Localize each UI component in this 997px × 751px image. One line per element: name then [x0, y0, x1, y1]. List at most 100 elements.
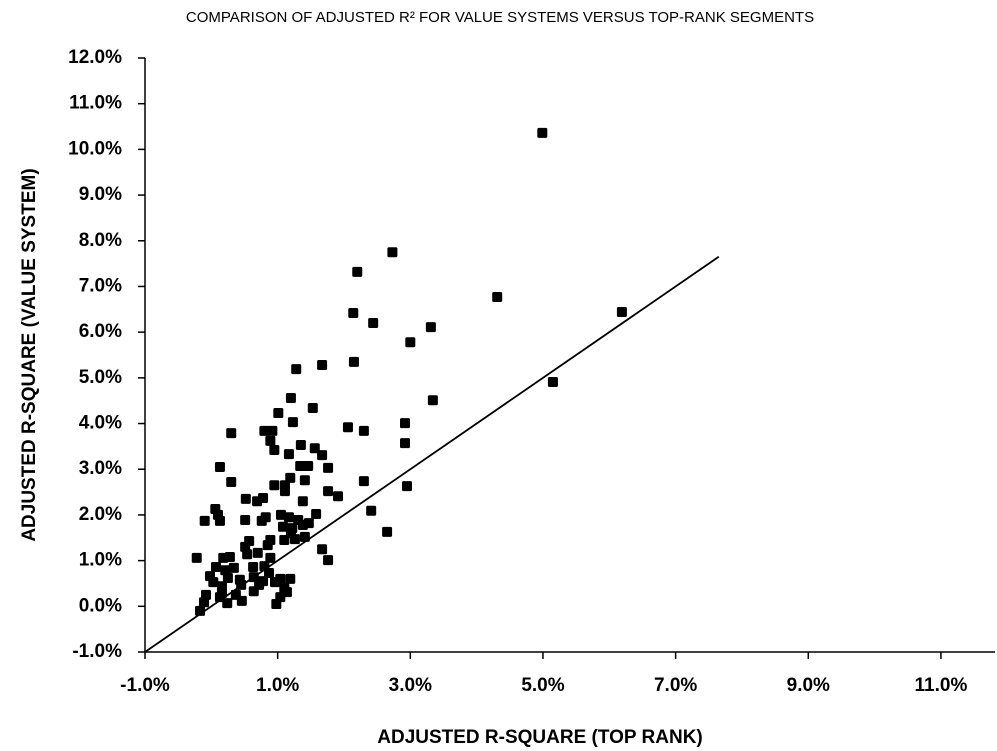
- point: [279, 535, 290, 546]
- x-tick-label: 11.0%: [915, 675, 968, 696]
- point: [248, 562, 259, 573]
- y-tick-label: 3.0%: [79, 458, 122, 479]
- point: [297, 496, 308, 507]
- point: [492, 291, 503, 302]
- point: [311, 509, 322, 520]
- point: [323, 555, 334, 566]
- point: [382, 526, 393, 537]
- point: [387, 247, 398, 258]
- x-tick-label: 5.0%: [521, 675, 564, 696]
- point: [269, 480, 280, 491]
- point: [285, 573, 296, 584]
- point: [299, 531, 310, 542]
- point: [191, 552, 202, 563]
- point: [303, 461, 314, 472]
- y-tick-label: 10.0%: [68, 138, 122, 159]
- point: [297, 519, 308, 530]
- x-tick-label: -1.0%: [120, 675, 170, 696]
- point: [226, 428, 237, 439]
- chart-title: COMPARISON OF ADJUSTED R² FOR VALUE SYST…: [186, 9, 814, 26]
- point: [248, 572, 259, 583]
- point: [279, 486, 290, 497]
- point: [400, 438, 411, 449]
- point: [348, 307, 359, 318]
- x-tick-label: 3.0%: [389, 675, 432, 696]
- point: [222, 572, 233, 583]
- y-tick-label: 7.0%: [79, 275, 122, 296]
- point: [291, 364, 302, 375]
- point: [342, 422, 353, 433]
- point: [358, 476, 369, 487]
- y-tick-label: 11.0%: [69, 93, 122, 114]
- point: [427, 395, 438, 406]
- point: [289, 534, 300, 545]
- point: [348, 356, 359, 367]
- point: [252, 547, 263, 558]
- point: [277, 521, 288, 532]
- y-axis-title: ADJUSTED R-SQUARE (VALUE SYSTEM): [19, 168, 40, 541]
- point: [248, 586, 259, 597]
- point: [323, 486, 334, 497]
- x-axis-title: ADJUSTED R-SQUARE (TOP RANK): [377, 727, 703, 748]
- point: [269, 445, 280, 456]
- point: [287, 417, 298, 428]
- point: [283, 449, 294, 460]
- point: [210, 562, 221, 573]
- point: [537, 127, 548, 138]
- point: [270, 577, 281, 588]
- y-tick-label: 0.0%: [79, 595, 122, 616]
- point: [264, 567, 275, 578]
- point: [271, 599, 282, 610]
- y-tick-label: 1.0%: [79, 550, 122, 571]
- point: [265, 435, 276, 446]
- point: [425, 322, 436, 333]
- point: [309, 443, 320, 454]
- point: [199, 597, 210, 608]
- point: [226, 477, 237, 488]
- point: [199, 515, 210, 526]
- point: [307, 403, 318, 414]
- point: [295, 461, 306, 472]
- point: [222, 598, 233, 609]
- point: [368, 318, 379, 329]
- point: [265, 552, 276, 563]
- y-tick-label: 2.0%: [79, 504, 122, 525]
- point: [295, 440, 306, 451]
- point: [236, 579, 247, 590]
- y-tick-label: 5.0%: [79, 367, 122, 388]
- point: [358, 425, 369, 436]
- point: [214, 515, 225, 526]
- point: [240, 493, 251, 504]
- point: [317, 544, 328, 555]
- point: [317, 360, 328, 371]
- point: [260, 512, 271, 523]
- point: [400, 418, 411, 429]
- point: [405, 337, 416, 348]
- point: [352, 266, 363, 277]
- point: [285, 392, 296, 403]
- point: [259, 425, 270, 436]
- point: [283, 512, 294, 523]
- point: [224, 551, 235, 562]
- x-tick-label: 7.0%: [654, 675, 697, 696]
- y-tick-label: 8.0%: [79, 230, 122, 251]
- point: [401, 481, 412, 492]
- point: [262, 540, 273, 551]
- point: [208, 577, 219, 588]
- point: [240, 514, 251, 525]
- y-tick-label: 12.0%: [68, 47, 122, 68]
- y-tick-label: 4.0%: [79, 413, 122, 434]
- x-tick-label: 1.0%: [256, 675, 299, 696]
- point: [242, 549, 253, 560]
- point: [275, 509, 286, 520]
- point: [333, 491, 344, 502]
- point: [220, 565, 231, 576]
- point: [258, 493, 269, 504]
- point: [236, 595, 247, 606]
- point: [547, 376, 558, 387]
- point: [228, 562, 239, 573]
- point: [299, 475, 310, 486]
- point: [214, 461, 225, 472]
- point: [317, 450, 328, 461]
